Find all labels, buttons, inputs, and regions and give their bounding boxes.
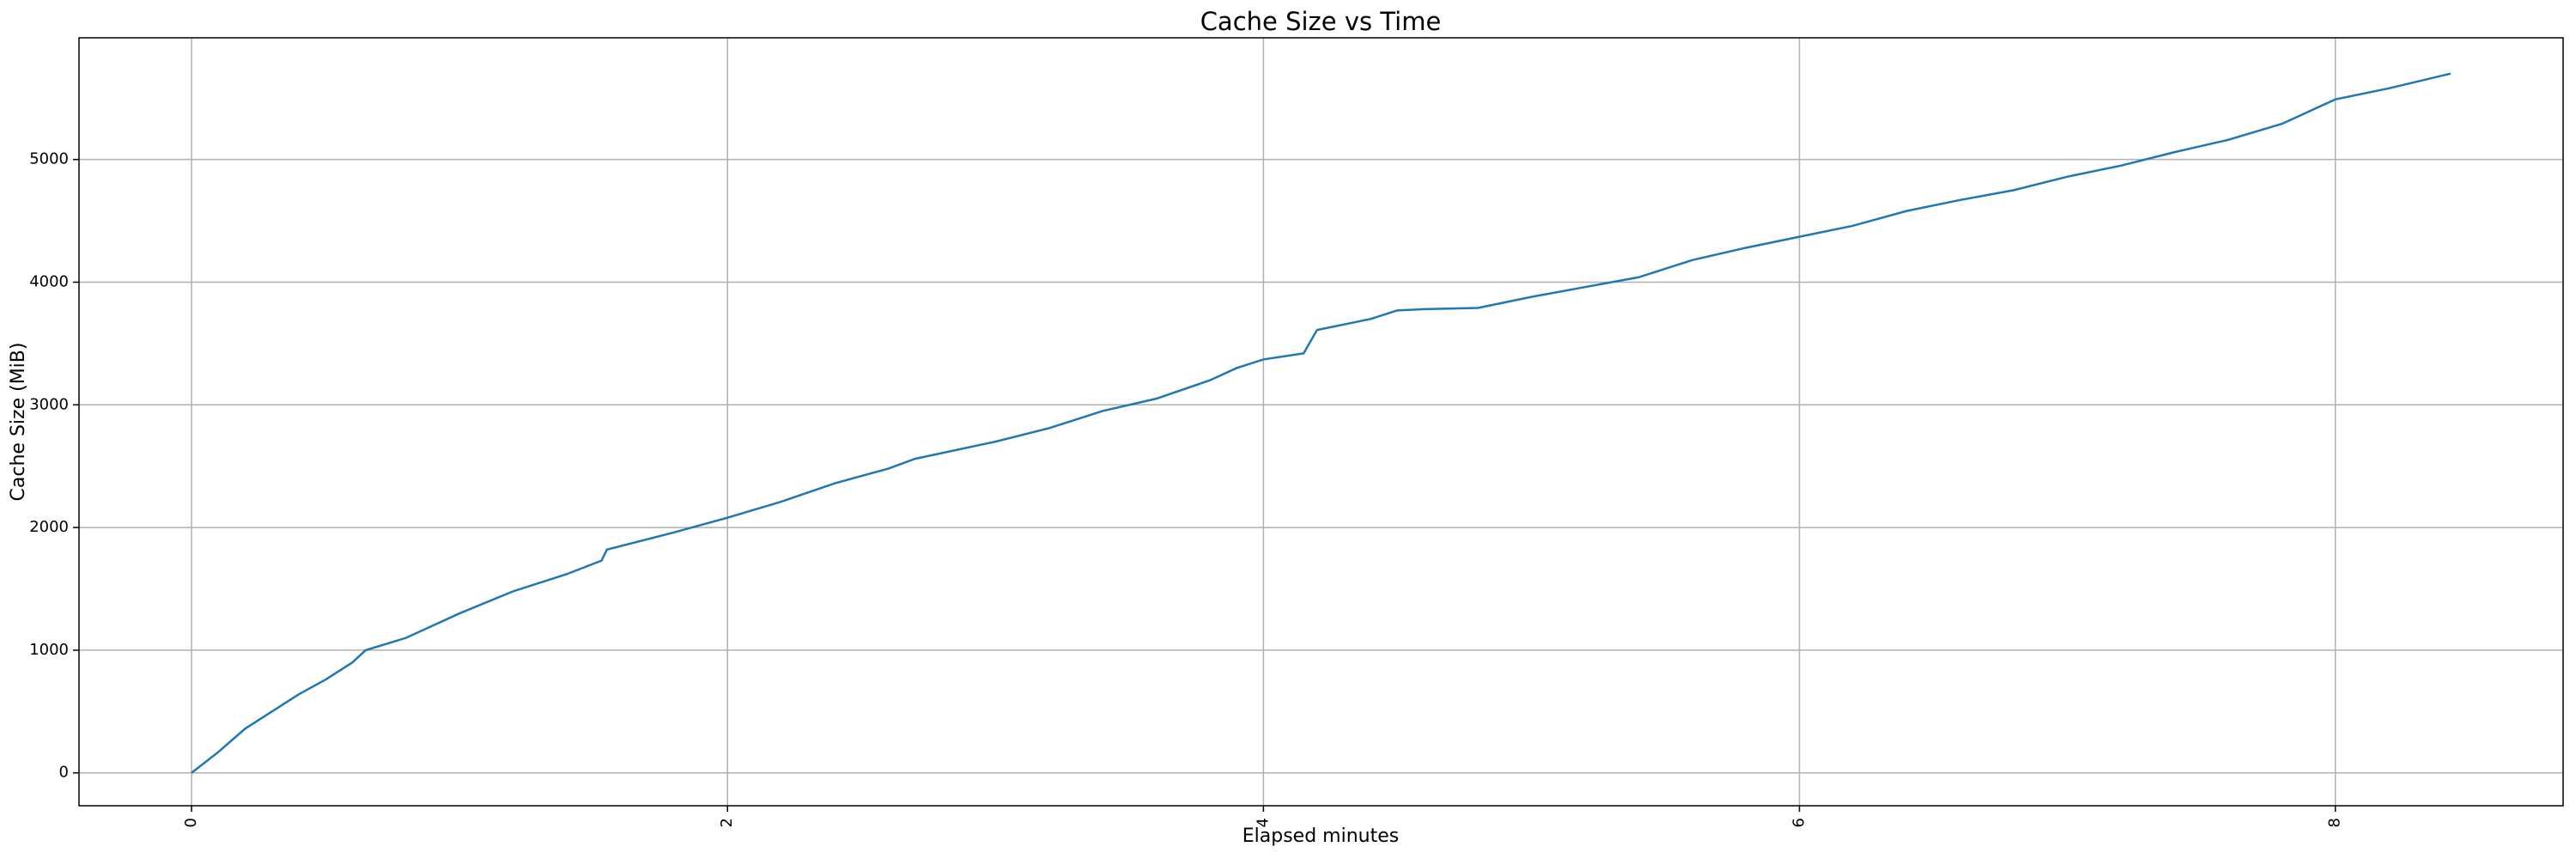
plot-frame	[78, 37, 2564, 807]
x-tick-label: 4	[1254, 818, 1272, 827]
x-axis-label: Elapsed minutes	[1242, 825, 1399, 847]
chart-title: Cache Size vs Time	[1200, 7, 1442, 36]
y-tick-label: 1000	[29, 641, 69, 659]
y-axis-label: Cache Size (MiB)	[8, 343, 29, 502]
x-tick-label: 8	[2326, 818, 2344, 827]
x-tick-label: 0	[182, 818, 200, 827]
y-tick-label: 5000	[29, 150, 69, 168]
x-tick-label: 6	[1790, 818, 1808, 827]
x-tick-label: 2	[718, 818, 736, 827]
line-series	[191, 72, 2451, 774]
y-tick-label: 4000	[29, 272, 69, 290]
y-tick-label: 0	[59, 764, 69, 782]
y-tick-label: 2000	[29, 518, 69, 536]
y-tick-label: 3000	[29, 395, 69, 413]
